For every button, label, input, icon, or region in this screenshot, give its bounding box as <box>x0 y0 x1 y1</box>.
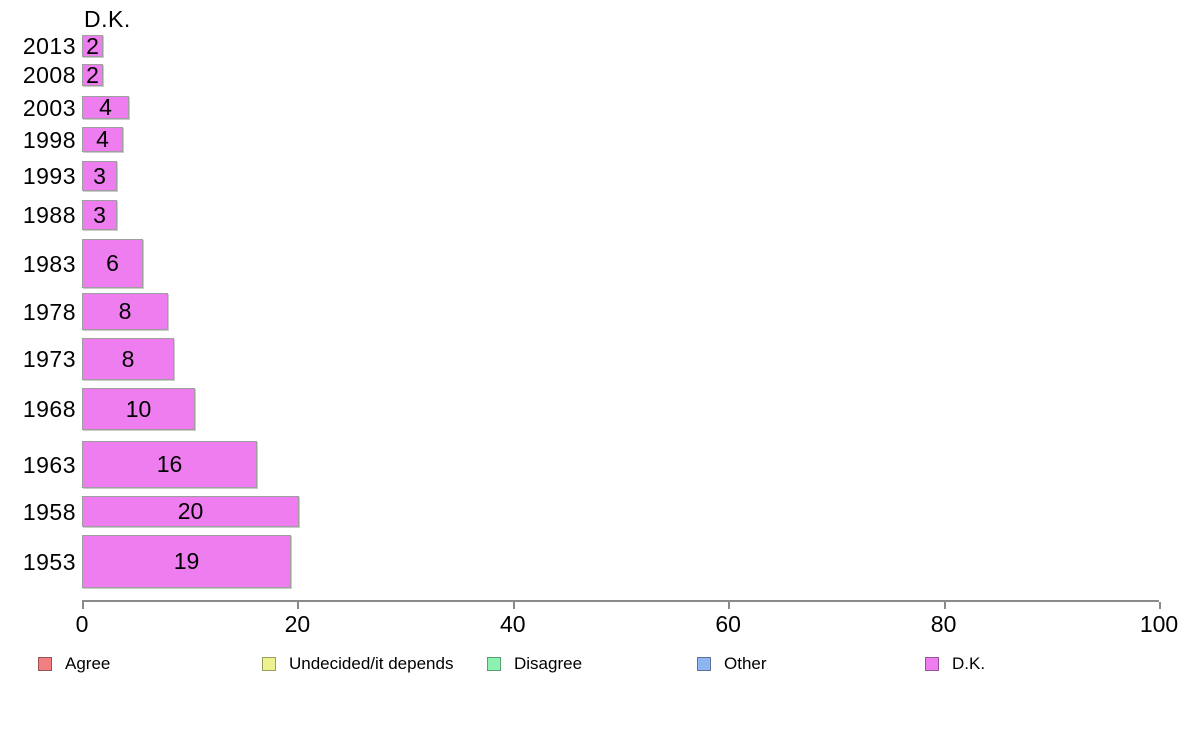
legend-swatch-disagree <box>487 657 501 671</box>
dk-bar: 3 <box>82 161 117 191</box>
legend-label: Agree <box>65 654 111 673</box>
legend-label: Undecided/it depends <box>289 654 454 673</box>
legend-swatch-d-k <box>925 657 939 671</box>
x-tick-label: 20 <box>284 611 311 637</box>
x-tick <box>512 602 515 609</box>
legend-swatch-agree <box>38 657 52 671</box>
dk-bar: 4 <box>82 94 129 120</box>
dk-bar: 6 <box>82 239 143 288</box>
bar-value-label: 6 <box>106 250 119 276</box>
dk-bar: 2 <box>82 61 103 88</box>
year-label: 1953 <box>22 548 76 575</box>
x-tick <box>82 602 84 609</box>
legend-item: Agree <box>38 652 110 676</box>
chart-title: D.K. <box>84 6 131 32</box>
year-label: 1993 <box>22 163 76 189</box>
legend-swatch-undecided-it-depends <box>262 657 276 671</box>
x-tick-label: 60 <box>715 611 741 637</box>
year-label: 1988 <box>22 202 76 228</box>
x-tick <box>943 602 946 609</box>
dk-bar: 19 <box>82 535 291 588</box>
dk-bar: 3 <box>82 200 117 230</box>
bar-value-label: 16 <box>156 451 183 477</box>
bar-value-label: 19 <box>173 548 200 574</box>
dk-bar: 2 <box>82 32 103 59</box>
bar-value-label: 2 <box>86 32 99 59</box>
bar-value-label: 4 <box>96 126 109 152</box>
x-tick <box>728 602 731 609</box>
bar-value-label: 3 <box>93 201 106 228</box>
bar-value-label: 3 <box>93 162 106 189</box>
legend-item: D.K. <box>925 652 985 676</box>
dk-bar: 16 <box>82 441 257 488</box>
bar-value-label: 10 <box>125 395 152 422</box>
year-label: 2003 <box>22 94 76 121</box>
x-tick <box>1159 602 1161 609</box>
bar-value-label: 20 <box>177 498 204 524</box>
x-axis-line <box>82 600 1159 602</box>
x-tick-label: 40 <box>500 611 526 637</box>
bar-value-label: 8 <box>118 298 132 324</box>
bar-value-label: 8 <box>121 345 135 372</box>
x-tick-label: 0 <box>75 611 89 637</box>
year-label: 1978 <box>22 298 76 325</box>
x-tick-label: 80 <box>930 611 957 637</box>
legend-item: Undecided/it depends <box>262 652 453 676</box>
legend-item: Disagree <box>487 652 582 676</box>
x-tick-label: 100 <box>1139 611 1179 637</box>
legend-label: Other <box>724 654 767 673</box>
bar-value-label: 4 <box>99 94 112 120</box>
bar-value-label: 2 <box>86 61 99 88</box>
dk-bar: 20 <box>82 496 299 527</box>
dk-bar: 8 <box>82 293 168 330</box>
dk-bar: 4 <box>82 126 123 152</box>
legend-item: Other <box>697 652 767 676</box>
legend-label: Disagree <box>514 654 583 673</box>
x-tick <box>297 602 300 609</box>
year-label: 1973 <box>22 346 76 372</box>
year-label: 1968 <box>22 396 76 422</box>
year-label: 1983 <box>22 250 76 277</box>
year-label: 2013 <box>22 33 76 59</box>
dk-bar: 8 <box>82 338 174 380</box>
legend-swatch-other <box>697 657 711 671</box>
year-label: 2008 <box>22 62 76 88</box>
year-label: 1958 <box>22 498 76 525</box>
legend-label: D.K. <box>952 654 986 673</box>
year-label: 1998 <box>22 126 76 153</box>
year-label: 1963 <box>22 451 76 478</box>
dk-bar: 10 <box>82 388 195 430</box>
